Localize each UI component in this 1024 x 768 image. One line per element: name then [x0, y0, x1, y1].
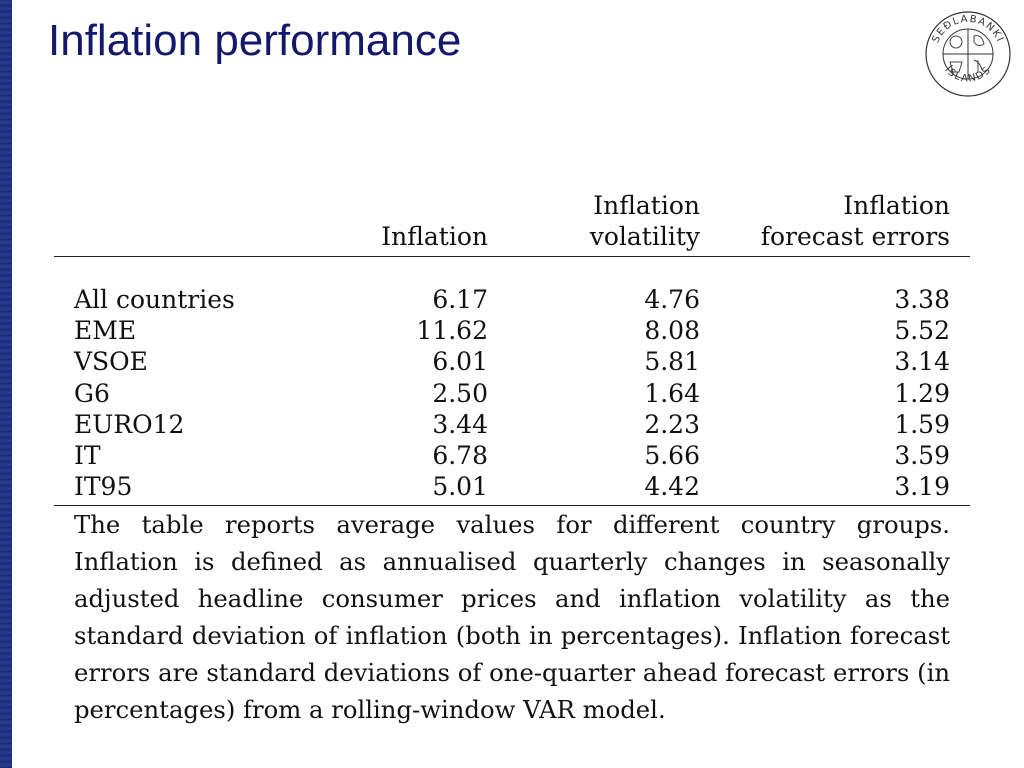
row-forecast-value: 3.38 [894, 285, 950, 314]
row-forecast-value: 1.59 [894, 409, 950, 439]
header-volatility-line2: volatility [589, 222, 700, 251]
table-footnote: The table reports average values for dif… [74, 510, 950, 724]
table-bottom-rule [54, 505, 970, 506]
row-group-label: IT [74, 441, 101, 470]
header-forecast-line1: Inflation [843, 191, 950, 220]
row-volatility-value: 1.64 [644, 378, 700, 408]
row-group-label: VSOE [74, 347, 148, 377]
row-forecast-value: 5.52 [894, 316, 950, 346]
header-volatility-line1: Inflation [593, 191, 700, 220]
row-group-label: EME [74, 316, 137, 346]
row-group-label: G6 [74, 378, 110, 408]
left-accent-bar [0, 0, 12, 768]
row-inflation-value: 5.01 [432, 472, 488, 502]
header-forecast-line2: forecast errors [760, 222, 950, 251]
row-inflation-value: 6.17 [432, 285, 488, 314]
row-volatility-value: 4.42 [644, 472, 700, 502]
central-bank-seal-icon: SEÐLABANKI ÍSLANDS [925, 11, 1011, 97]
row-group-label: All countries [74, 285, 235, 314]
row-forecast-value: 3.19 [894, 472, 950, 502]
row-forecast-value: 3.14 [894, 347, 950, 377]
row-inflation-value: 11.62 [416, 316, 488, 346]
row-volatility-value: 2.23 [644, 409, 700, 439]
table-header-rule [54, 256, 970, 257]
row-volatility-value: 8.08 [644, 316, 700, 346]
row-group-label: IT95 [74, 472, 133, 502]
row-volatility-value: 5.66 [644, 441, 700, 470]
row-inflation-value: 3.44 [432, 409, 488, 439]
row-group-label: EURO12 [74, 409, 185, 439]
row-volatility-value: 4.76 [644, 285, 700, 314]
row-inflation-value: 6.01 [432, 347, 488, 377]
row-forecast-value: 1.29 [894, 378, 950, 408]
row-inflation-value: 6.78 [432, 441, 488, 470]
header-inflation-line2: Inflation [381, 222, 488, 251]
slide-title: Inflation performance [48, 16, 462, 65]
row-volatility-value: 5.81 [644, 347, 700, 377]
row-inflation-value: 2.50 [432, 378, 488, 408]
row-forecast-value: 3.59 [894, 441, 950, 470]
